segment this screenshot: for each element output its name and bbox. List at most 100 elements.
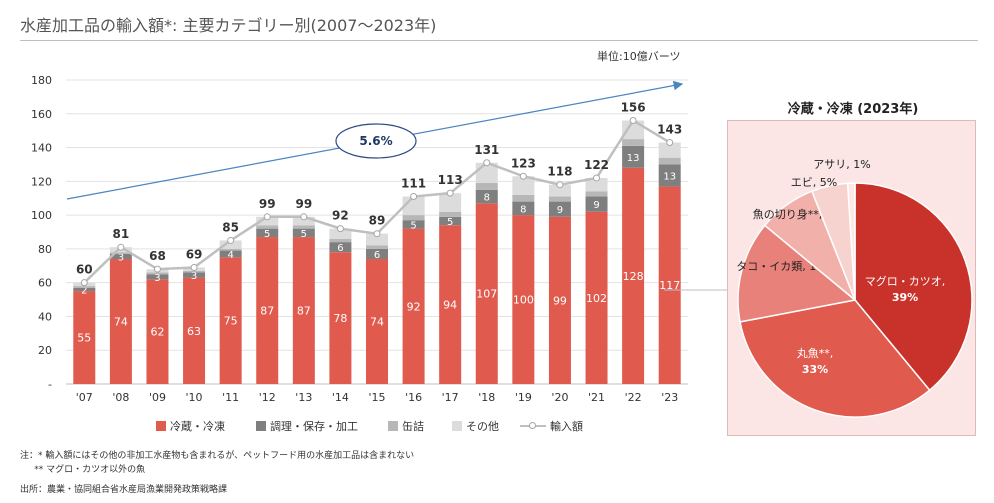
data-label-prepared: 13 — [663, 171, 676, 182]
bar-segment-canned — [475, 183, 498, 190]
bar-segment-prepared — [109, 253, 132, 260]
bar-segment-other — [329, 228, 352, 239]
bar-segment-other — [366, 233, 388, 246]
pie-slice-label: 丸魚**, — [797, 347, 834, 360]
bar-segment-canned — [329, 238, 352, 243]
bar-segment-frozen — [512, 215, 535, 384]
total-point — [190, 263, 198, 271]
data-label-frozen: 74 — [114, 316, 128, 329]
data-label-frozen: 92 — [407, 300, 421, 313]
total-point — [153, 265, 161, 273]
bar-segment-prepared — [146, 274, 169, 280]
bar-segment-canned — [73, 286, 96, 288]
bar-segment-frozen — [585, 211, 608, 384]
total-point — [80, 279, 88, 287]
data-label-frozen: 94 — [443, 299, 457, 312]
bar-segment-other — [548, 184, 571, 197]
data-label-prepared: 2 — [81, 285, 87, 296]
data-label-frozen: 74 — [370, 316, 384, 329]
bar-segment-other — [658, 142, 681, 158]
bar-segment-prepared — [475, 189, 498, 204]
legend-label-other: その他 — [466, 420, 499, 433]
legend-item-total: 輸入額 — [520, 418, 583, 434]
data-label-prepared: 9 — [557, 205, 563, 216]
bar-segment-other — [512, 176, 535, 195]
bar-segment-canned — [183, 270, 206, 273]
total-label: 99 — [295, 197, 312, 211]
x-tick-label: '18 — [478, 391, 495, 404]
cagr-label: 5.6% — [359, 134, 392, 148]
y-tick-label: 20 — [38, 344, 52, 357]
data-label-frozen: 78 — [333, 312, 347, 325]
bar-segment-frozen — [548, 216, 571, 384]
y-tick-label: 60 — [38, 277, 52, 290]
pie-slice — [854, 182, 973, 392]
bar-segment-canned — [109, 252, 132, 254]
y-tick-label: 80 — [38, 243, 52, 256]
data-label-frozen: 100 — [513, 294, 534, 307]
data-label-frozen: 107 — [476, 288, 497, 301]
bar-segment-prepared — [219, 250, 242, 258]
total-label: 85 — [222, 220, 239, 234]
bar-segment-canned — [439, 211, 462, 217]
x-tick-label: '19 — [515, 391, 532, 404]
bar-segment-canned — [219, 248, 242, 251]
total-label: 60 — [76, 263, 93, 277]
data-label-frozen: 75 — [224, 315, 238, 328]
bar-segment-frozen — [183, 277, 206, 384]
legend-item-other: その他 — [452, 418, 499, 434]
y-tick-label: 160 — [31, 108, 52, 121]
bar-segment-canned — [512, 194, 535, 202]
total-label: 89 — [369, 214, 386, 228]
x-tick-label: '17 — [442, 391, 459, 404]
footnote-1: 注：* 輸入額にはその他の非加工水産物も含まれるが、ペットフード用の水産加工品は… — [20, 451, 415, 461]
data-label-prepared: 3 — [154, 273, 160, 284]
bar-segment-frozen — [329, 252, 352, 384]
total-point — [373, 230, 381, 238]
bar-segment-canned — [658, 157, 681, 165]
legend-item-frozen: 冷蔵・冷凍 — [156, 418, 225, 434]
data-label-prepared: 8 — [520, 204, 526, 215]
bar-segment-prepared — [622, 145, 645, 168]
bar-segment-canned — [146, 272, 169, 275]
data-label-prepared: 4 — [227, 250, 233, 261]
bar-segment-canned — [256, 225, 279, 229]
bar-segment-frozen — [475, 203, 498, 384]
legend-item-prepared: 調理・保存・加工 — [256, 418, 358, 434]
bar-segment-prepared — [366, 248, 388, 260]
bar-segment-frozen — [439, 225, 462, 384]
bar-segment-canned — [402, 215, 425, 221]
footnotes: 注：* 輸入額にはその他の非加工水産物も含まれるが、ペットフード用の水産加工品は… — [20, 449, 414, 477]
legend-swatch-prepared — [256, 421, 266, 431]
bar-segment-prepared — [292, 228, 315, 238]
cagr-ellipse — [335, 123, 417, 159]
bar-segment-other — [292, 216, 315, 226]
total-label: 143 — [657, 122, 682, 136]
total-point — [263, 213, 271, 221]
y-tick-label: 120 — [31, 175, 52, 188]
bar-segment-frozen — [366, 259, 388, 384]
footnote-2: ** マグロ・カツオ以外の魚 — [20, 465, 146, 475]
total-point — [519, 172, 527, 180]
total-point — [227, 236, 235, 244]
legend-swatch-frozen — [156, 421, 166, 431]
bar-segment-other — [219, 240, 242, 249]
bar-segment-prepared — [73, 287, 96, 292]
data-label-prepared: 6 — [374, 250, 380, 261]
total-label: 111 — [401, 177, 426, 191]
bar-segment-prepared — [585, 196, 608, 212]
bar-segment-prepared — [658, 164, 681, 187]
x-tick-label: '08 — [112, 391, 129, 404]
data-label-frozen: 87 — [297, 305, 311, 318]
pie-slice — [737, 224, 857, 323]
x-tick-label: '13 — [295, 391, 312, 404]
pie-slice-value: 39% — [892, 291, 918, 304]
y-tick-label: 140 — [31, 142, 52, 155]
total-label: 123 — [511, 156, 536, 170]
bar-segment-canned — [292, 225, 315, 229]
bar-segment-canned — [548, 196, 571, 202]
legend-label-canned: 缶詰 — [402, 420, 424, 433]
data-label-frozen: 63 — [187, 325, 201, 338]
x-tick-label: '23 — [661, 391, 678, 404]
